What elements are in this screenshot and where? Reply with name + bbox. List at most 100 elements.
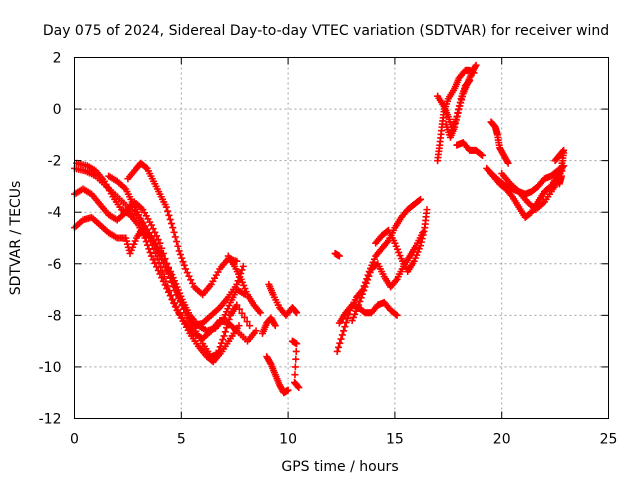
data-point bbox=[556, 178, 564, 186]
x-tick-label: 25 bbox=[600, 432, 618, 448]
data-point bbox=[268, 289, 276, 297]
data-point bbox=[420, 227, 428, 235]
data-point bbox=[449, 87, 457, 95]
data-point bbox=[415, 196, 423, 204]
data-point bbox=[292, 339, 300, 347]
data-point bbox=[152, 249, 160, 257]
data-point bbox=[149, 256, 157, 264]
data-point bbox=[383, 238, 391, 246]
data-point bbox=[238, 266, 246, 274]
data-point bbox=[294, 383, 302, 391]
data-point bbox=[171, 287, 179, 295]
data-point bbox=[477, 150, 485, 158]
x-tick-label: 0 bbox=[70, 432, 79, 448]
data-point bbox=[176, 310, 184, 318]
data-point bbox=[423, 209, 431, 217]
data-point bbox=[241, 313, 249, 321]
data-point bbox=[358, 290, 366, 298]
data-point bbox=[94, 198, 102, 206]
data-point bbox=[136, 214, 144, 222]
data-point bbox=[187, 276, 195, 284]
series-track-8 bbox=[265, 280, 301, 319]
data-point bbox=[293, 381, 301, 389]
series-track-9 bbox=[258, 314, 279, 337]
data-point bbox=[153, 254, 161, 262]
data-point bbox=[338, 331, 346, 339]
data-point bbox=[182, 265, 190, 273]
data-point bbox=[514, 201, 522, 209]
data-point bbox=[471, 63, 479, 71]
data-point bbox=[173, 291, 181, 299]
data-point bbox=[505, 178, 513, 186]
data-point bbox=[270, 369, 278, 377]
data-point bbox=[166, 215, 174, 223]
data-point bbox=[156, 239, 164, 247]
data-point bbox=[165, 211, 173, 219]
data-point bbox=[392, 277, 400, 285]
data-point bbox=[414, 197, 422, 205]
data-point bbox=[454, 76, 462, 84]
data-point bbox=[229, 260, 237, 268]
data-point bbox=[409, 259, 417, 267]
series-track-11 bbox=[288, 337, 303, 392]
y-tick-label: -8 bbox=[48, 308, 62, 324]
data-point bbox=[353, 304, 361, 312]
data-point bbox=[141, 162, 149, 170]
data-point bbox=[219, 336, 227, 344]
data-point bbox=[351, 296, 359, 304]
data-point bbox=[439, 100, 447, 108]
data-point bbox=[233, 324, 241, 332]
data-point bbox=[357, 294, 365, 302]
data-point bbox=[454, 109, 462, 117]
data-point bbox=[164, 270, 172, 278]
plot-frame bbox=[74, 57, 609, 419]
data-point bbox=[178, 254, 186, 262]
y-tick-label: -6 bbox=[48, 257, 62, 273]
data-point bbox=[292, 355, 300, 363]
data-point bbox=[379, 270, 387, 278]
data-point bbox=[249, 299, 257, 307]
data-point bbox=[292, 347, 300, 355]
data-point bbox=[246, 322, 254, 330]
data-point bbox=[408, 203, 416, 211]
series-track-7 bbox=[224, 252, 264, 317]
data-point bbox=[335, 252, 343, 260]
data-point bbox=[336, 339, 344, 347]
data-point bbox=[164, 282, 172, 290]
x-tick-label: 20 bbox=[493, 432, 511, 448]
data-point bbox=[291, 307, 299, 315]
data-point bbox=[499, 183, 507, 191]
data-point bbox=[360, 287, 368, 295]
data-point bbox=[172, 303, 180, 311]
data-point bbox=[450, 125, 458, 133]
data-point bbox=[558, 167, 566, 175]
data-point bbox=[214, 268, 222, 276]
data-point bbox=[435, 144, 443, 152]
data-point bbox=[419, 231, 427, 239]
data-point bbox=[390, 237, 398, 245]
data-point bbox=[185, 272, 193, 280]
data-point bbox=[341, 323, 349, 331]
data-point bbox=[216, 350, 224, 358]
series-track-6 bbox=[105, 172, 243, 366]
data-point bbox=[340, 327, 348, 335]
data-point bbox=[146, 218, 154, 226]
data-point bbox=[356, 297, 364, 305]
data-point bbox=[417, 238, 425, 246]
data-point bbox=[411, 244, 419, 252]
data-point bbox=[458, 93, 466, 101]
series-track-21 bbox=[487, 118, 512, 167]
data-point bbox=[531, 184, 539, 192]
data-point bbox=[155, 188, 163, 196]
data-point bbox=[173, 238, 181, 246]
data-point bbox=[170, 228, 178, 236]
data-point bbox=[180, 305, 188, 313]
data-point bbox=[174, 242, 182, 250]
data-point bbox=[364, 276, 372, 284]
data-point bbox=[167, 220, 175, 228]
x-axis-label: GPS time / hours bbox=[281, 459, 398, 475]
data-point bbox=[225, 302, 233, 310]
data-point bbox=[159, 268, 167, 276]
data-point bbox=[503, 158, 511, 166]
